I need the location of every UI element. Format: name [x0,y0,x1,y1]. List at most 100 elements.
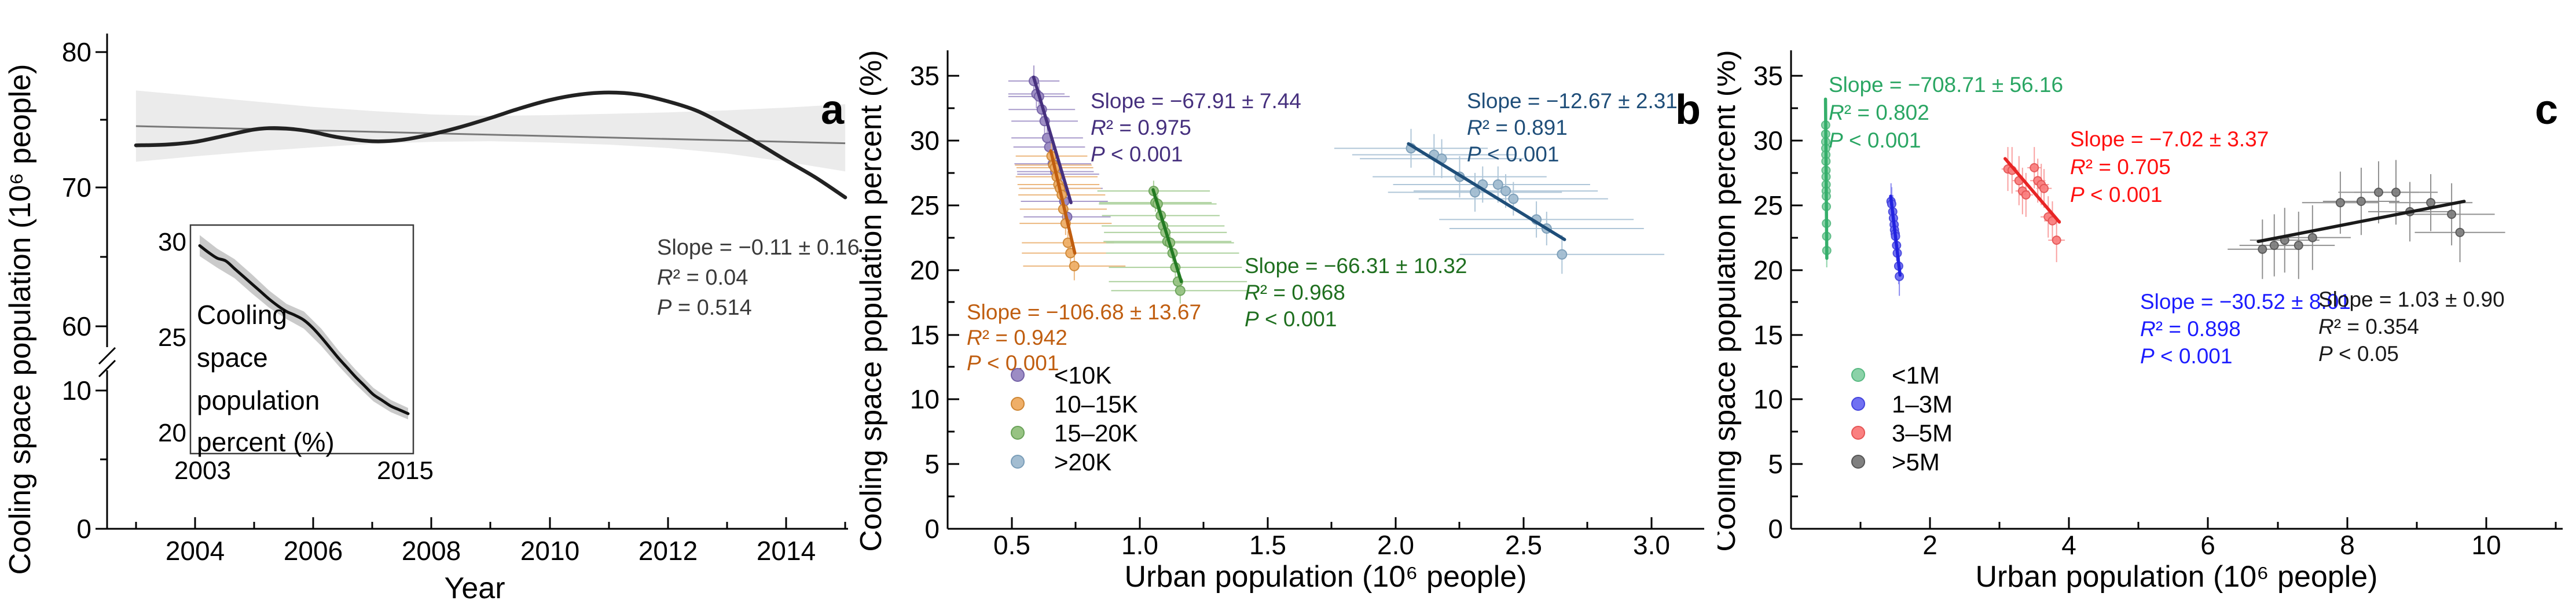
y-tick-label: 10 [910,384,940,414]
y-axis-break-mark [98,347,116,365]
panel-letter: b [1675,87,1701,133]
legend-dot-lt10k [1011,368,1025,382]
data-point-15to20k [1175,285,1186,296]
stat-annotation-line: R² = 0.975 [1091,116,1191,139]
stat-annotation-line: R² = 0.354 [2318,315,2419,338]
x-axis-title: Urban population (10⁶ people) [1976,560,2378,594]
stat-annotation-line: P < 0.001 [1091,142,1183,166]
data-point-gt20k [1500,186,1511,197]
stat-annotation-line: P < 0.001 [2140,344,2232,368]
stat-annotation-line: R² = 0.705 [2070,155,2171,179]
panel-letter: a [821,87,845,133]
legend-dot-gt5m [1851,455,1865,469]
y-tick-label: 0 [76,514,91,544]
panel-a-chart: 2004 2006 2008 2010 2012 2014 Year 0 10 60 70 80 Coo… [3,34,859,605]
stat-annotation-line: P < 0.001 [1467,142,1559,166]
x-tick-label: 1.5 [1249,530,1286,560]
stat-annotation-line: P < 0.001 [1245,307,1337,331]
data-point-3to5m [2030,163,2039,172]
stat-annotation-line: P = 0.514 [657,296,752,320]
y-tick-label: 30 [1753,126,1783,156]
data-point-gt5m [2294,241,2303,251]
data-point-gt20k [1508,193,1519,204]
confidence-band [135,90,846,172]
data-point-3to5m [2021,190,2031,200]
y-tick-label: 0 [924,514,940,544]
x-tick-label: 2.5 [1505,530,1542,560]
inset-ytick-25: 25 [158,323,186,352]
stat-annotation-line: P < 0.001 [1829,128,1921,152]
regression-line-lt10k [1032,75,1073,205]
stat-annotation-line: Slope = 1.03 ± 0.90 [2318,288,2505,311]
data-point-3to5m [2052,235,2061,245]
legend-label-gt20k: >20K [1054,448,1111,476]
stat-annotation-line: Slope = −12.67 ± 2.31 [1467,89,1678,113]
stat-annotation-line: Slope = −66.31 ± 10.32 [1245,254,1467,278]
inset-xtick-2015: 2015 [377,456,434,485]
x-tick-label: 2.0 [1377,530,1414,560]
stat-annotation-line: R² = 0.942 [967,326,1067,349]
data-point-gt5m [2269,241,2279,251]
data-point-3to5m [2039,183,2049,193]
x-tick-label: 10 [2471,530,2501,560]
x-tick-label: 6 [2200,530,2215,560]
x-tick-label: 1.0 [1121,530,1158,560]
regression-line-1to3m [1889,194,1902,277]
stat-annotation-line: R² = 0.968 [1245,281,1345,304]
legend-dot-10to15k [1011,397,1025,411]
inset-label-line4: percent (%) [197,427,335,457]
stat-annotation-line: Slope = −106.68 ± 13.67 [967,300,1201,324]
panel-c-chart: 2 4 6 8 10 Urban population (10⁶ people) 0 5 10 1… [1718,50,2563,594]
legend-label-1to3m: 1–3M [1892,391,1953,418]
legend-label-3to5m: 3–5M [1892,419,1953,447]
legend-label-gt5m: >5M [1892,448,1940,476]
data-point-gt20k [1557,249,1568,260]
x-tick-label: 8 [2340,530,2355,560]
stat-annotation-line: R² = 0.898 [2140,317,2241,341]
legend-label-15to20k: 15–20K [1054,419,1138,447]
inset-label-line1: Cooling [197,300,287,330]
stat-annotation-line: R² = 0.891 [1467,116,1568,139]
y-tick-label: 70 [62,172,91,202]
y-tick-label: 35 [910,61,940,91]
inset-ytick-20: 20 [158,419,186,447]
y-tick-label: 15 [910,320,940,350]
x-tick-label: 0.5 [993,530,1030,560]
data-point-gt5m [2447,209,2457,219]
x-tick-label: 2008 [402,536,461,566]
data-point-10to15k [1069,260,1080,271]
regression-line-gt20k [1407,142,1566,241]
inset-confidence-band [200,235,408,419]
regression-line-lt1m [1823,97,1829,260]
stat-annotation-line: P < 0.05 [2318,342,2399,366]
x-tick-label: 2014 [757,536,816,566]
stat-annotation-line: Slope = −7.02 ± 3.37 [2070,127,2269,151]
x-tick-label: 2010 [520,536,579,566]
y-tick-label: 5 [1768,449,1783,479]
inset-label-line3: population [197,385,320,415]
inset-percent-curve [198,244,410,415]
y-tick-label: 25 [910,190,940,220]
inset-xtick-2003: 2003 [174,456,231,485]
legend-dot-1to3m [1851,397,1865,411]
y-tick-label: 10 [62,375,91,406]
data-point-gt5m [2356,197,2366,206]
stat-annotation-line: Slope = −0.11 ± 0.16 [657,235,859,260]
y-tick-label: 15 [1753,320,1783,350]
y-tick-label: 5 [924,449,940,479]
data-point-gt5m [2455,227,2465,237]
y-tick-label: 10 [1753,384,1783,414]
x-tick-label: 4 [2061,530,2076,560]
data-point-gt5m [2335,198,2345,208]
regression-line-15to20k [1151,188,1183,283]
stat-annotation-line: P < 0.001 [967,351,1059,375]
y-axis-title: Cooling space population (10⁶ people) [3,64,37,575]
data-point-gt20k [1470,187,1480,198]
regression-line-10to15k [1049,149,1077,255]
y-axis-title: Cooling space population percent (%) [1718,50,1742,551]
legend-label-lt1m: <1M [1892,362,1940,389]
panel-b-chart: 0.5 1.0 1.5 2.0 2.5 3.0 Urban population (10⁶ … [859,50,1704,594]
data-point-gt5m [2391,187,2401,197]
legend-label-10to15k: 10–15K [1054,391,1138,418]
